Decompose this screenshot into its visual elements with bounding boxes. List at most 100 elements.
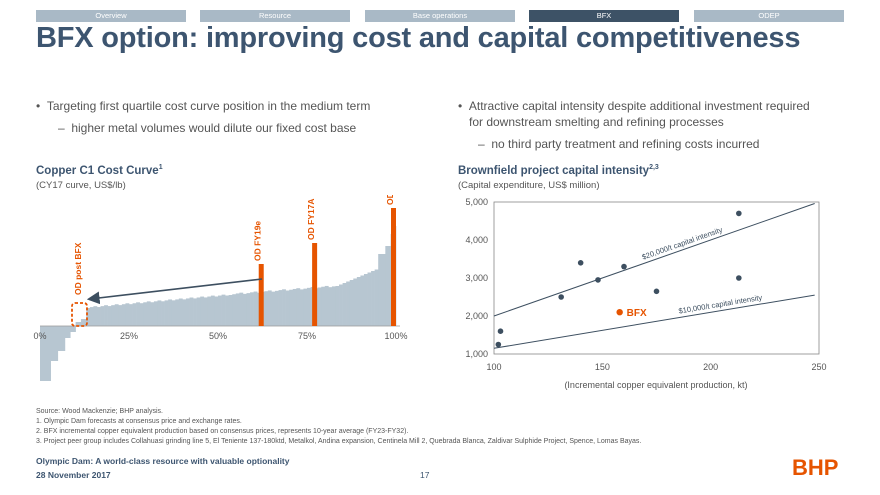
cost-curve-bar [317,287,322,326]
cost-curve-bar [228,295,233,326]
cost-curve-bar [218,295,222,326]
cost-curve-bar [246,293,251,326]
cost-curve-bar [121,304,126,326]
cost-curve-bar [57,326,66,351]
right-bullet-line1: Attractive capital intensity despite add… [468,99,810,113]
tab-odep[interactable]: ODEP [694,10,844,22]
cost-curve-bar [385,246,391,326]
cost-curve-bar [64,326,71,338]
tab-base-operations[interactable]: Base operations [365,10,515,22]
cost-curve-bar [175,299,180,326]
cost-curve-bar [168,299,173,326]
cost-curve-bar [356,277,361,326]
cost-curve-bar [100,306,105,326]
cost-curve-bar [96,307,101,326]
cost-curve-bar [182,299,187,326]
capital-intensity-subtitle: (Capital expenditure, US$ million) [458,180,600,191]
cost-curve-title-text: Copper C1 Cost Curve [36,164,159,177]
left-bullet: • Targeting first quartile cost curve po… [36,99,371,113]
cost-curve-bar [296,288,301,326]
cost-curve-bar [40,326,51,381]
peer-project-point [577,260,584,266]
cost-curve-bar [324,285,329,326]
right-bullet-cont: for downstream smelting and refining pro… [469,114,724,130]
tab-resource[interactable]: Resource [200,10,350,22]
right-bullet: • Attractive capital intensity despite a… [458,99,810,113]
peer-project-point [497,328,504,334]
right-sub-bullet: – no third party treatment and refining … [478,137,760,151]
cost-curve-bar [132,303,137,326]
peer-project-point [621,263,627,270]
footnote-1: 1. Olympic Dam forecasts at consensus pr… [36,418,242,425]
cost-curve-bar [129,304,133,326]
cost-curve-bar [274,290,279,326]
cost-curve-bar [189,297,194,326]
cost-curve-bar [146,301,151,326]
cost-curve-bar [342,283,347,326]
cost-curve-bar [203,297,208,326]
cost-highlight-label: OD FY17A [306,198,316,240]
scatter-x-tick: 200 [703,362,718,372]
capital-intensity-line-label: $20,000/t capital intensity [641,225,724,262]
cost-curve-bar [210,295,215,326]
cost-highlight-bar [258,264,264,326]
cost-curve-bar [371,271,375,326]
cost-curve-bar [363,274,368,326]
cost-curve-bar [267,290,272,326]
cost-curve-bar [232,294,237,326]
bfx-point [616,309,623,316]
cost-curve-bar [93,306,98,326]
cost-curve-bar [349,280,354,326]
cost-curve-bar [207,296,212,326]
cost-curve-bar [378,254,386,326]
tab-bfx[interactable]: BFX [529,10,679,22]
scatter-plot-frame [493,201,820,355]
cost-curve-bar [299,289,304,326]
cost-curve-bar [125,303,130,326]
tab-overview[interactable]: Overview [36,10,186,22]
cost-curve-bar [278,290,283,326]
cost-highlight-label: OD FY15A [385,195,395,205]
peer-project-point [558,294,564,300]
cost-curve-bar [264,291,269,326]
cost-curve-bar [89,307,94,326]
capital-intensity-title-text: Brownfield project capital intensity [458,164,650,177]
cost-curve-bar [282,289,286,326]
cost-curve-bar [164,300,169,326]
cost-curve-bar [285,290,290,326]
peer-project-point [736,210,742,217]
scatter-y-tick: 1,000 [465,349,488,359]
capital-intensity-title-sup: 2,3 [649,164,659,171]
cost-curve-bar [136,302,140,326]
cost-curve-bar [374,269,379,326]
cost-curve-bar [185,298,190,326]
cost-curve-bar [139,303,144,326]
cost-x-tick: 100% [384,331,407,341]
cost-curve-bar [321,286,326,326]
bfx-dashed-box [71,302,88,327]
cost-curve-bar [242,293,247,326]
cost-x-tick: 50% [209,331,227,341]
cost-curve-bar [307,287,311,326]
scatter-x-tick: 100 [486,362,501,372]
source-note: Source: Wood Mackenzie; BHP analysis. [36,408,163,415]
scatter-y-tick: 5,000 [465,197,488,207]
peer-project-point [653,288,660,295]
cost-curve-bar [104,305,108,326]
cost-curve-bar [360,275,365,326]
footnote-2: 2. BFX incremental copper equivalent pro… [36,428,409,435]
cost-curve-bar [331,286,336,326]
peer-project-point [736,275,742,281]
page-number: 17 [420,470,430,480]
scatter-y-tick: 3,000 [465,273,488,283]
cost-curve-bar [178,298,183,326]
cost-curve-bar [118,305,123,326]
bhp-logo: BHP [792,455,839,480]
left-bullet-text: Targeting first quartile cost curve posi… [46,99,371,113]
cost-curve-bar [193,298,197,326]
cost-curve-bar [235,293,240,326]
cost-curve-bar [86,308,91,326]
cost-curve-bar [80,319,87,326]
cost-curve-bar [214,296,219,326]
cost-curve-bar [111,305,116,326]
